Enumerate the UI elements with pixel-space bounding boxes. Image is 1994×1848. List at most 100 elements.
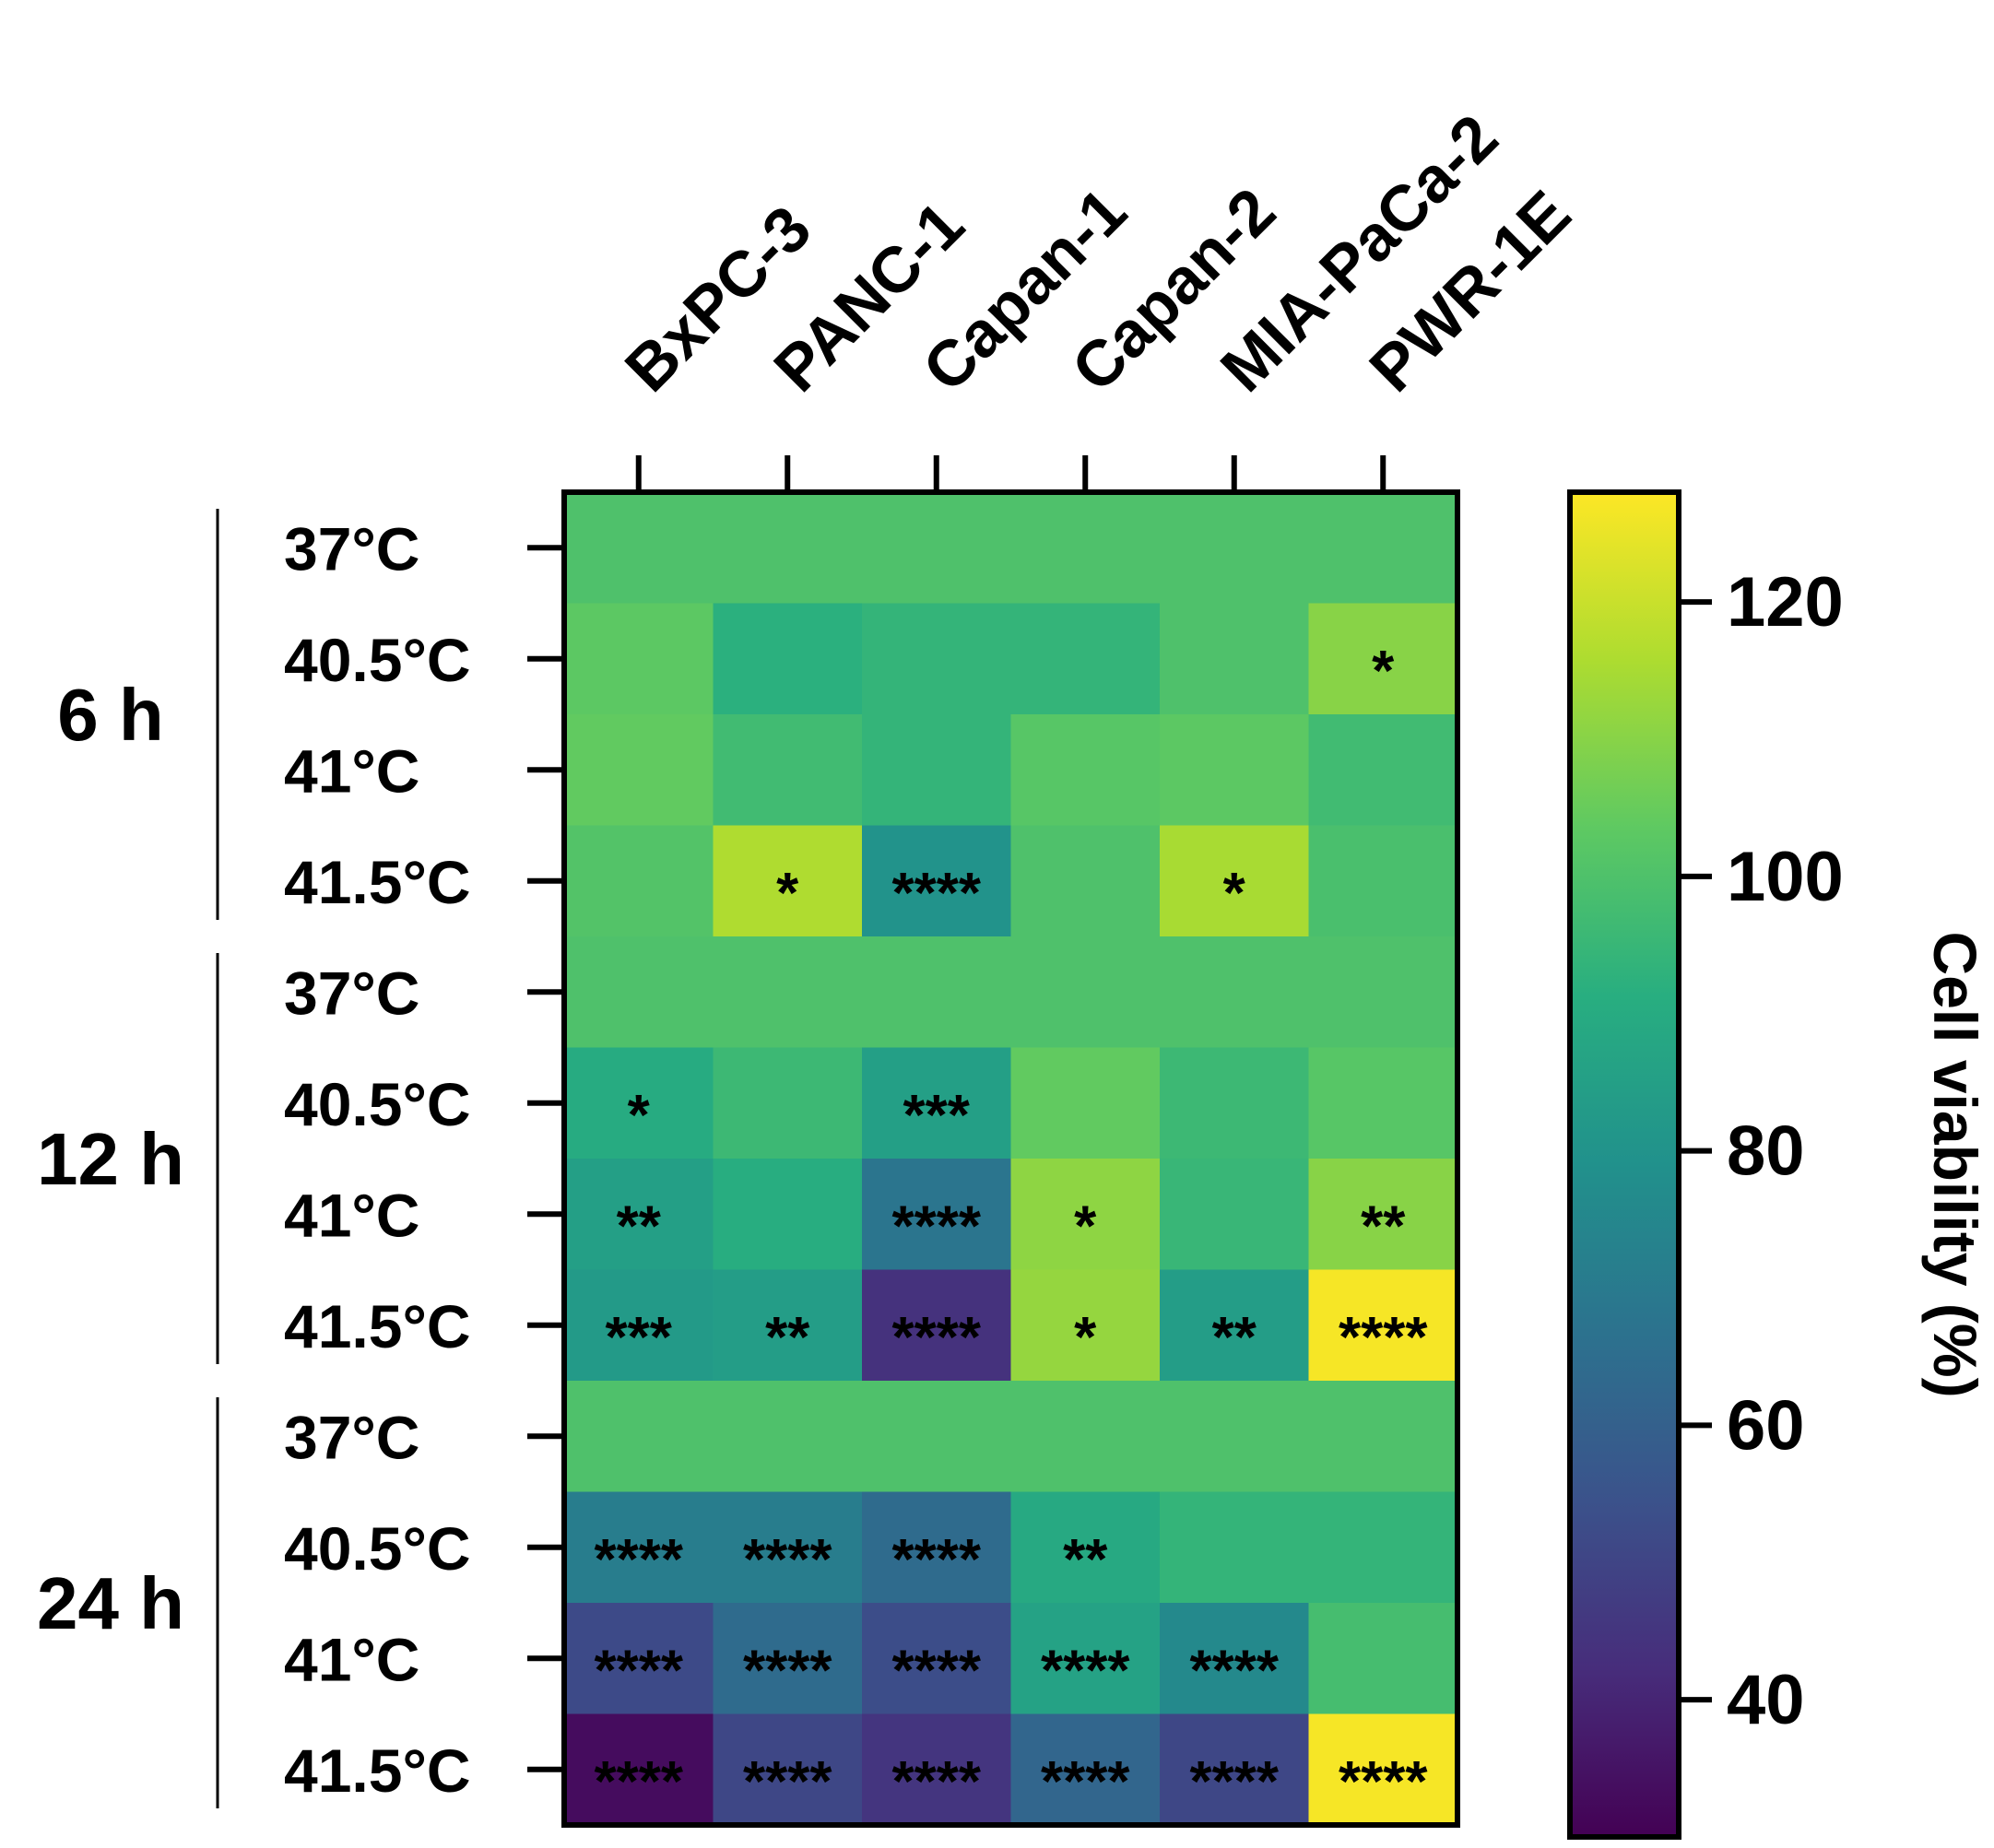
significance-marker: ****: [594, 1639, 683, 1702]
heatmap-cell: [1160, 1491, 1310, 1604]
heatmap-cell: [862, 1603, 1012, 1715]
significance-marker: ****: [1189, 1639, 1279, 1702]
heatmap-cell: [1308, 1047, 1458, 1159]
heatmap-cell: [1308, 1269, 1458, 1382]
colorbar: 40 60 80 100 120 Cell viability (%): [1567, 489, 1989, 1840]
heatmap-cell: [1010, 603, 1161, 715]
heatmap-cell: [564, 1381, 714, 1493]
heatmap-cell: [1308, 1603, 1458, 1715]
group-label: 6 h: [57, 674, 164, 756]
colorbar-tick-label: 80: [1727, 1112, 1805, 1191]
heatmap-cell: [564, 1491, 714, 1604]
heatmap-cell: [564, 825, 714, 937]
row-label: 40.5°C: [284, 1514, 471, 1583]
heatmap-cell: [1308, 825, 1458, 937]
significance-marker: ****: [1189, 1750, 1279, 1814]
heatmap-cell: [1308, 936, 1458, 1049]
heatmap-cell: [1160, 1603, 1310, 1715]
heatmap-cell: [713, 492, 863, 605]
heatmap-cell: [1160, 492, 1310, 605]
heatmap-cell: [1010, 1047, 1161, 1159]
heatmap-cell: [1308, 1159, 1458, 1271]
heatmap-cell: [862, 603, 1012, 715]
heatmap-cell: [862, 825, 1012, 937]
row-label: 41.5°C: [284, 1736, 471, 1805]
heatmap-cell: [862, 492, 1012, 605]
heatmap-cells: [564, 492, 1458, 1826]
heatmap-cell: [1010, 1381, 1161, 1493]
heatmap-cell: [1010, 1713, 1161, 1826]
colorbar-tick-label: 60: [1727, 1386, 1805, 1465]
heatmap-cell: [564, 936, 714, 1049]
row-label: 41.5°C: [284, 1292, 471, 1360]
heatmap-cell: [564, 1159, 714, 1271]
colorbar-label: Cell viability (%): [1921, 931, 1989, 1397]
heatmap-cell: [713, 1381, 863, 1493]
heatmap-cell: [1308, 1491, 1458, 1604]
significance-marker: ****: [1339, 1750, 1428, 1814]
heatmap-cell: [1160, 936, 1310, 1049]
significance-marker: ****: [743, 1639, 832, 1702]
heatmap-cell: [713, 1269, 863, 1382]
significance-marker: ****: [1339, 1306, 1428, 1370]
heatmap-cell: [862, 936, 1012, 1049]
heatmap-cell: [713, 1047, 863, 1159]
significance-marker: *: [1372, 640, 1395, 703]
significance-marker: *: [776, 862, 799, 925]
heatmap-cell: [564, 1713, 714, 1826]
colorbar-tick-label: 100: [1727, 838, 1844, 916]
row-label: 41°C: [284, 1181, 419, 1249]
significance-marker: **: [1361, 1195, 1406, 1258]
heatmap-cell: [1010, 1603, 1161, 1715]
heatmap-cell: [713, 1603, 863, 1715]
significance-marker: **: [617, 1195, 662, 1258]
group-axis: 6 h 12 h 24 h: [37, 509, 219, 1808]
heatmap-cell: [1308, 603, 1458, 715]
colorbar-gradient: [1567, 489, 1681, 1840]
row-label: 37°C: [284, 514, 419, 583]
significance-marker: *: [1074, 1306, 1097, 1370]
heatmap-cell: [564, 714, 714, 827]
heatmap-cell: [713, 1713, 863, 1826]
heatmap-cell: [1010, 1491, 1161, 1604]
significance-marker: ****: [594, 1750, 683, 1814]
row-axis: 37°C 40.5°C 41°C 41.5°C 37°C 40.5°C 41°C 41.5°C…: [284, 514, 564, 1805]
significance-marker: ****: [891, 1750, 981, 1814]
row-label: 37°C: [284, 959, 419, 1027]
significance-marker: ****: [743, 1528, 832, 1592]
colorbar-ticks: 40 60 80 100 120: [1679, 563, 1844, 1739]
heatmap-cell: [1308, 714, 1458, 827]
significance-marker: *: [1223, 862, 1246, 925]
heatmap-cell: [713, 1159, 863, 1271]
heatmap-cell: [862, 1159, 1012, 1271]
colorbar-tick-label: 40: [1727, 1661, 1805, 1739]
column-axis: BxPC-3PANC-1Capan-1Capan-2MIA-PaCa-2PWR-…: [611, 100, 1584, 492]
heatmap-cell: [1010, 492, 1161, 605]
heatmap-cell: [862, 1047, 1012, 1159]
significance-marker: *: [628, 1084, 651, 1148]
group-label: 12 h: [37, 1118, 184, 1200]
row-label: 40.5°C: [284, 626, 471, 694]
heatmap-cell: [862, 714, 1012, 827]
row-label: 41.5°C: [284, 848, 471, 916]
significance-marker: ****: [891, 862, 981, 925]
heatmap-cell: [1308, 492, 1458, 605]
heatmap-cell: [1308, 1381, 1458, 1493]
row-label: 41°C: [284, 1625, 419, 1693]
heatmap-cell: [564, 1603, 714, 1715]
heatmap-cell: [1160, 1381, 1310, 1493]
heatmap-cell: [1010, 714, 1161, 827]
heatmap-cell: [564, 492, 714, 605]
significance-marker: ****: [891, 1195, 981, 1258]
significance-marker: ****: [891, 1528, 981, 1592]
group-label: 24 h: [37, 1562, 184, 1644]
significance-marker: ****: [891, 1306, 981, 1370]
significance-marker: ***: [606, 1306, 673, 1370]
heatmap-cell: [713, 1491, 863, 1604]
significance-marker: ****: [743, 1750, 832, 1814]
heatmap-cell: [862, 1269, 1012, 1382]
heatmap-cell: [1160, 603, 1310, 715]
heatmap-cell: [1160, 1159, 1310, 1271]
significance-marker: ***: [903, 1084, 971, 1148]
heatmap-cell: [1160, 1269, 1310, 1382]
